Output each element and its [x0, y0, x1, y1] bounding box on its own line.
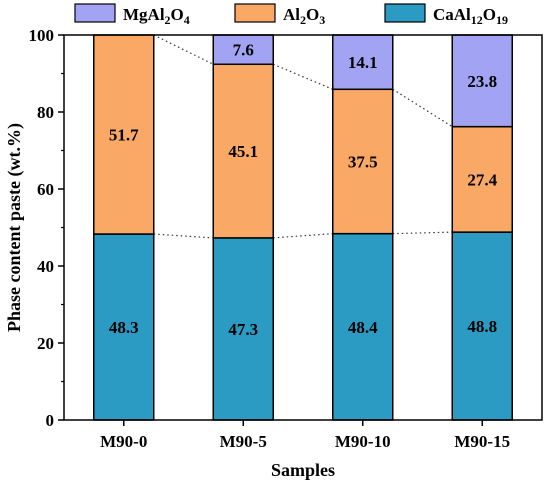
legend-label: Al2O3 — [283, 5, 325, 27]
legend-label: CaAl12O19 — [433, 5, 508, 27]
legend-swatch — [384, 3, 426, 23]
x-tick-label: M90-10 — [335, 432, 391, 451]
bars — [93, 34, 513, 421]
legend: MgAl2O4 Al2O3 CaAl12O19 — [74, 3, 508, 27]
y-tick-label: 40 — [37, 257, 54, 276]
connector-lines — [153, 34, 453, 239]
connector-line — [392, 88, 453, 128]
connector-line — [153, 233, 214, 239]
x-tick-label: M90-5 — [220, 432, 267, 451]
y-tick-label: 100 — [29, 26, 55, 45]
data-label-m90-0-1: 48.3 — [109, 318, 139, 337]
bar-segment-m90-0-1 — [93, 233, 155, 421]
connector-line — [392, 231, 453, 235]
y-tick-label: 80 — [37, 103, 54, 122]
bar-segment-m90-15-3 — [451, 34, 513, 128]
data-labels: 48.3 51.7 47.3 45.1 7.6 48.4 37.5 14.1 48.8 27.4 2… — [109, 41, 498, 339]
legend-swatch — [74, 3, 116, 23]
y-axis-title: Phase content paste (wt.%) — [4, 123, 25, 332]
legend-swatch — [234, 3, 276, 23]
y-tick-label: 20 — [37, 334, 54, 353]
data-label-m90-0-2: 51.7 — [109, 126, 139, 145]
connector-line — [273, 233, 333, 239]
bar-segment-m90-5-2 — [212, 63, 274, 239]
x-tick-label: M90-0 — [100, 432, 147, 451]
data-label-m90-5-3: 7.6 — [233, 41, 254, 60]
bar-segment-m90-15-2 — [451, 125, 513, 233]
data-label-m90-10-3: 14.1 — [348, 53, 378, 72]
bar-segment-m90-10-3 — [332, 34, 394, 91]
data-label-m90-15-3: 23.8 — [467, 72, 497, 91]
y-tick-label: 60 — [37, 180, 54, 199]
connector-line — [153, 34, 214, 65]
bar-segment-m90-10-1 — [332, 232, 394, 421]
data-label-m90-5-1: 47.3 — [228, 320, 258, 339]
data-label-m90-10-2: 37.5 — [348, 152, 378, 171]
axes: 0 20 40 60 80 100 M90-0 M90-5 M90-10 M90-15 — [29, 26, 543, 451]
connector-line — [273, 63, 333, 90]
x-axis-title: Samples — [271, 460, 335, 480]
y-tick-label: 0 — [46, 411, 55, 430]
x-tick-label: M90-15 — [454, 432, 510, 451]
legend-label: MgAl2O4 — [123, 5, 190, 27]
data-label-m90-5-2: 45.1 — [228, 142, 258, 161]
data-label-m90-15-2: 27.4 — [467, 170, 497, 189]
bar-segment-m90-0-2 — [93, 34, 155, 235]
data-label-m90-15-1: 48.8 — [467, 317, 497, 336]
bar-segment-m90-10-2 — [332, 88, 394, 235]
data-label-m90-10-1: 48.4 — [348, 318, 378, 337]
